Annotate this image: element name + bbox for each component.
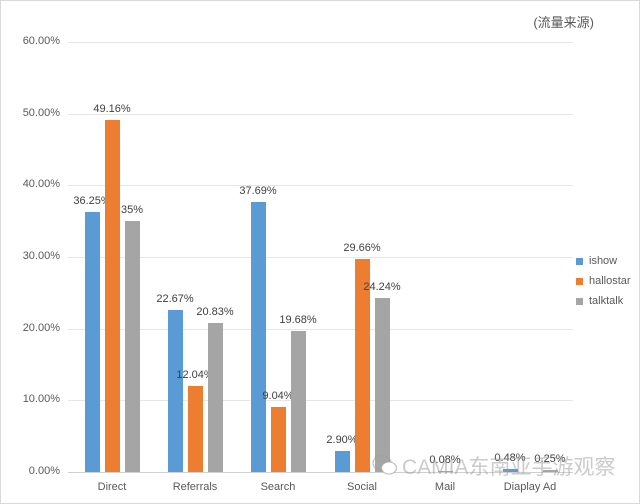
- watermark-text: CAMIA东南亚手游观察: [402, 456, 616, 479]
- bar-ishow: [334, 451, 350, 472]
- gridline: [68, 257, 573, 258]
- legend-item-talktalk: talktalk: [576, 291, 631, 311]
- legend-swatch: [576, 277, 583, 285]
- data-label: 24.24%: [363, 281, 401, 294]
- y-tick-label: 10.00%: [22, 393, 60, 405]
- wechat-icon: [372, 454, 398, 482]
- y-tick-label: 50.00%: [22, 107, 60, 119]
- y-tick-label: 60.00%: [22, 35, 60, 47]
- bar-hallostar: [187, 385, 203, 472]
- bar-ishow: [84, 212, 100, 472]
- bar-hallostar: [104, 119, 120, 472]
- bar-ishow: [167, 309, 183, 472]
- data-label: 20.83%: [196, 305, 234, 318]
- data-label: 37.69%: [239, 184, 277, 197]
- bar-ishow: [502, 468, 518, 472]
- x-tick-label: Direct: [97, 481, 127, 493]
- bar-talktalk: [290, 330, 306, 472]
- y-tick-label: 20.00%: [22, 322, 60, 334]
- legend: ishow hallostar talktalk: [576, 251, 631, 311]
- x-axis-line: [68, 472, 573, 473]
- chart-subtitle: (流量来源): [533, 15, 594, 30]
- x-tick-label: Search: [260, 481, 296, 493]
- bar-talktalk: [207, 322, 223, 472]
- x-tick-label: Social: [347, 481, 377, 493]
- bar-talktalk: [437, 471, 453, 472]
- data-label: 22.67%: [156, 292, 194, 305]
- x-tick-label: Diaplay Ad: [503, 481, 557, 493]
- gridline: [68, 400, 573, 401]
- data-label: 2.90%: [326, 434, 358, 447]
- y-tick-label: 30.00%: [22, 250, 60, 262]
- x-tick-label: Referrals: [172, 481, 218, 493]
- gridline: [68, 114, 573, 115]
- data-label: 0.25%: [534, 453, 566, 466]
- data-label: 12.04%: [176, 368, 214, 381]
- data-label: 35%: [120, 204, 144, 217]
- bar-ishow: [250, 201, 266, 472]
- legend-swatch: [576, 297, 583, 305]
- bar-talktalk: [542, 470, 558, 472]
- data-label: 9.04%: [262, 390, 294, 403]
- legend-label: hallostar: [589, 275, 631, 287]
- watermark: CAMIA东南亚手游观察: [372, 451, 616, 482]
- y-tick-label: 40.00%: [22, 178, 60, 190]
- bar-hallostar: [354, 259, 370, 472]
- legend-item-hallostar: hallostar: [576, 271, 631, 291]
- bar-talktalk: [124, 221, 140, 472]
- data-label: 49.16%: [93, 102, 131, 115]
- bar-hallostar: [270, 407, 286, 472]
- gridline: [68, 329, 573, 330]
- x-tick-label: Mail: [434, 481, 456, 493]
- gridline: [68, 185, 573, 186]
- legend-label: talktalk: [589, 295, 624, 307]
- legend-label: ishow: [589, 255, 618, 267]
- legend-item-ishow: ishow: [576, 251, 631, 271]
- bar-talktalk: [374, 298, 390, 472]
- data-label: 36.25%: [73, 195, 111, 208]
- data-label: 0.08%: [429, 454, 461, 466]
- legend-swatch: [576, 257, 583, 265]
- y-tick-label: 0.00%: [28, 465, 60, 477]
- gridline: [68, 42, 573, 43]
- data-label: 0.48%: [494, 451, 526, 464]
- data-label: 29.66%: [343, 242, 381, 255]
- data-label: 19.68%: [279, 313, 317, 326]
